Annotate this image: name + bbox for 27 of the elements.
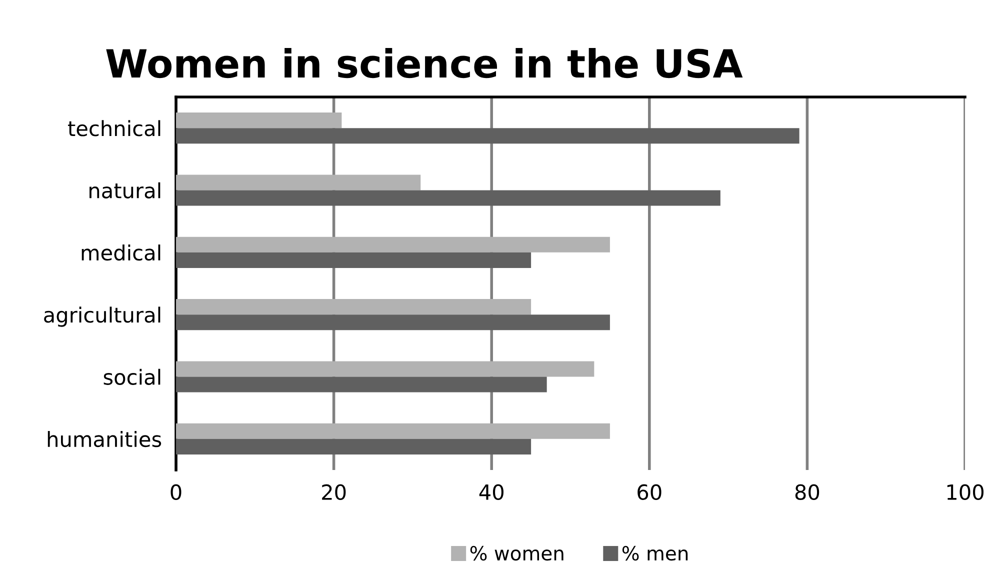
x-tick-label: 20 <box>322 484 346 500</box>
bar <box>176 376 547 392</box>
y-tick-label: medical <box>82 244 160 261</box>
legend-label: % women <box>470 546 564 561</box>
bar <box>176 314 610 330</box>
y-tick-label: technical <box>68 120 160 136</box>
bar <box>176 190 720 206</box>
y-tick-label: agricultural <box>44 306 160 327</box>
x-tick-label: 40 <box>479 484 504 500</box>
x-tick-label: 60 <box>638 484 662 500</box>
bar <box>176 174 421 190</box>
y-tick-label: social <box>104 368 160 385</box>
x-tick-label: 100 <box>947 484 984 500</box>
x-tick-label: 80 <box>795 484 820 500</box>
bar <box>176 361 594 377</box>
y-tick-label: natural <box>90 182 160 198</box>
bar <box>176 252 532 268</box>
bar <box>176 128 800 144</box>
y-tick-label: humanities <box>48 431 162 448</box>
chart-title: Women in science in the USA <box>106 48 743 78</box>
bar <box>176 299 532 315</box>
legend-label: % men <box>622 546 688 561</box>
bar <box>176 236 610 252</box>
x-tick-label: 0 <box>170 484 182 500</box>
bar <box>176 423 610 439</box>
bar <box>176 112 342 128</box>
bar <box>176 438 532 454</box>
